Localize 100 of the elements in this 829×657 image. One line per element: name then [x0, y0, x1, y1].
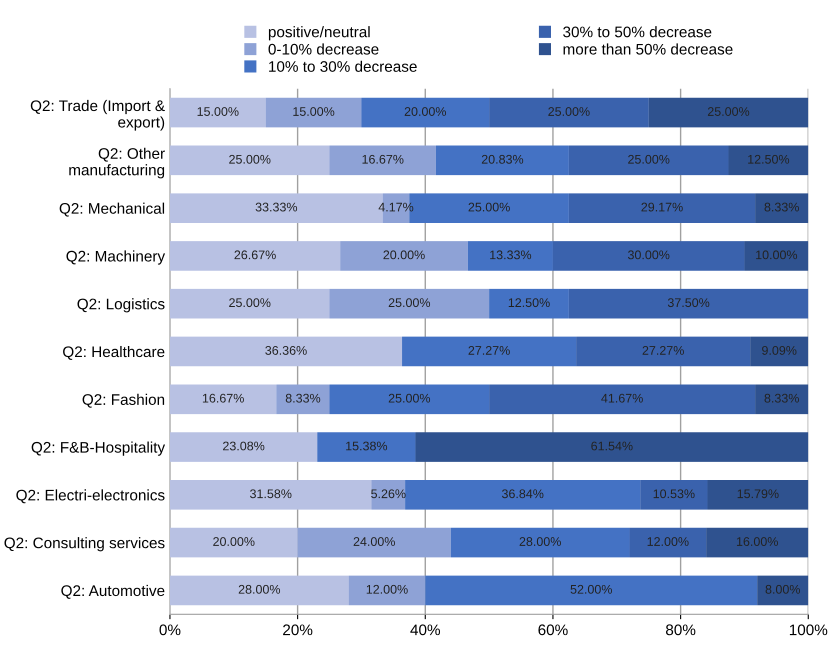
data-label: 36.84% — [502, 489, 544, 498]
bar — [757, 576, 808, 606]
bar — [489, 288, 569, 319]
bar — [568, 193, 756, 223]
bar — [436, 146, 569, 176]
data-label: 61.54% — [591, 442, 633, 450]
data-label: 12.00% — [366, 584, 408, 594]
data-label: 25.00% — [229, 154, 270, 164]
bar — [706, 528, 808, 558]
data-label: 36.36% — [265, 346, 307, 355]
y-tick-label: Q2: Fashion — [82, 394, 164, 408]
bar — [568, 146, 728, 176]
data-label: 8.33% — [764, 394, 799, 403]
bar — [405, 480, 640, 510]
bar — [170, 241, 340, 271]
data-label: 26.67% — [234, 250, 276, 260]
bar — [489, 384, 756, 414]
data-label: 20.00% — [383, 250, 425, 260]
data-label: 10.53% — [654, 489, 695, 498]
data-label: 24.00% — [354, 537, 395, 546]
bar — [170, 336, 402, 366]
bar — [402, 336, 576, 366]
data-label: 25.00% — [229, 298, 270, 308]
data-label: 30.00% — [628, 250, 670, 260]
data-label: 25.00% — [468, 202, 510, 212]
bar — [640, 480, 708, 510]
y-tick-label: Q2: Healthcare — [63, 346, 164, 360]
bar — [266, 98, 362, 128]
data-label: 37.50% — [668, 298, 710, 308]
data-label: 33.33% — [256, 202, 298, 212]
y-tick-label: Q2: Machinery — [66, 250, 166, 265]
bar — [276, 384, 330, 414]
bar — [755, 193, 808, 223]
bar — [552, 241, 744, 271]
x-tick-label: 20% — [283, 624, 312, 636]
data-label: 25.00% — [548, 107, 590, 116]
y-tick-label: Q2: Electri-electronics — [16, 489, 165, 504]
bar — [170, 576, 349, 606]
bar — [630, 528, 706, 558]
bar — [317, 432, 416, 462]
legend-label: 10% to 30% decrease — [269, 60, 417, 72]
data-label: 25.00% — [388, 298, 430, 308]
data-label: 23.08% — [223, 442, 264, 450]
x-tick-label: 0% — [160, 624, 180, 636]
bar — [170, 480, 372, 510]
data-label: 16.67% — [202, 394, 244, 403]
data-label: 31.58% — [250, 489, 292, 498]
legend-label: 0-10% decrease — [268, 43, 378, 55]
data-label: 41.67% — [601, 394, 643, 403]
x-tick-label: 60% — [538, 624, 568, 636]
data-label: 16.67% — [362, 154, 404, 164]
x-tick-label: 80% — [666, 624, 696, 636]
y-tick-label: Q2: Consulting services — [4, 537, 165, 552]
bar — [170, 98, 266, 128]
data-label: 27.27% — [642, 346, 684, 355]
bar — [170, 528, 298, 558]
data-label: 25.00% — [628, 154, 670, 164]
bar — [648, 98, 808, 128]
data-label: 4.17% — [378, 202, 414, 212]
x-tick-label: 100% — [790, 624, 828, 636]
bar — [425, 576, 758, 606]
y-tick-label: Q2: Mechanical — [60, 202, 164, 217]
legend-label: positive/neutral — [268, 26, 370, 40]
data-label: 13.33% — [490, 250, 532, 260]
data-label: 15.00% — [198, 107, 239, 116]
bar — [450, 528, 630, 558]
bar — [170, 288, 330, 319]
bar — [415, 432, 808, 462]
bar — [340, 241, 468, 271]
bar — [170, 146, 330, 176]
bar — [728, 146, 808, 176]
data-label: 5.26% — [371, 489, 406, 498]
bar — [707, 480, 808, 510]
data-label: 12.50% — [508, 298, 550, 308]
y-tick-label: Q2: Automotive — [61, 584, 164, 599]
bar — [330, 384, 490, 414]
bar — [576, 336, 750, 366]
data-label: 20.00% — [404, 107, 446, 116]
bar — [361, 98, 490, 128]
bar — [750, 336, 808, 366]
y-tick-label: Q2: Trade (Import & export) — [30, 100, 165, 131]
bar — [330, 146, 436, 176]
legend-label: more than 50% decrease — [564, 43, 733, 55]
data-label: 15.79% — [738, 489, 779, 498]
bar — [468, 241, 553, 271]
data-label: 28.00% — [520, 537, 561, 546]
data-label: 9.09% — [762, 346, 796, 355]
bar — [348, 576, 426, 606]
bar — [372, 480, 406, 510]
x-tick-label: 40% — [410, 624, 440, 636]
bar — [298, 528, 451, 558]
data-label: 15.38% — [346, 442, 388, 450]
bar — [489, 98, 649, 128]
bar — [170, 432, 318, 462]
y-tick-label: Q2: F&B-Hospitality — [32, 442, 166, 456]
data-label: 8.33% — [764, 202, 799, 212]
data-label: 12.50% — [748, 154, 790, 164]
data-label: 16.00% — [736, 537, 778, 546]
bar — [755, 384, 808, 414]
data-label: 29.17% — [641, 202, 683, 212]
